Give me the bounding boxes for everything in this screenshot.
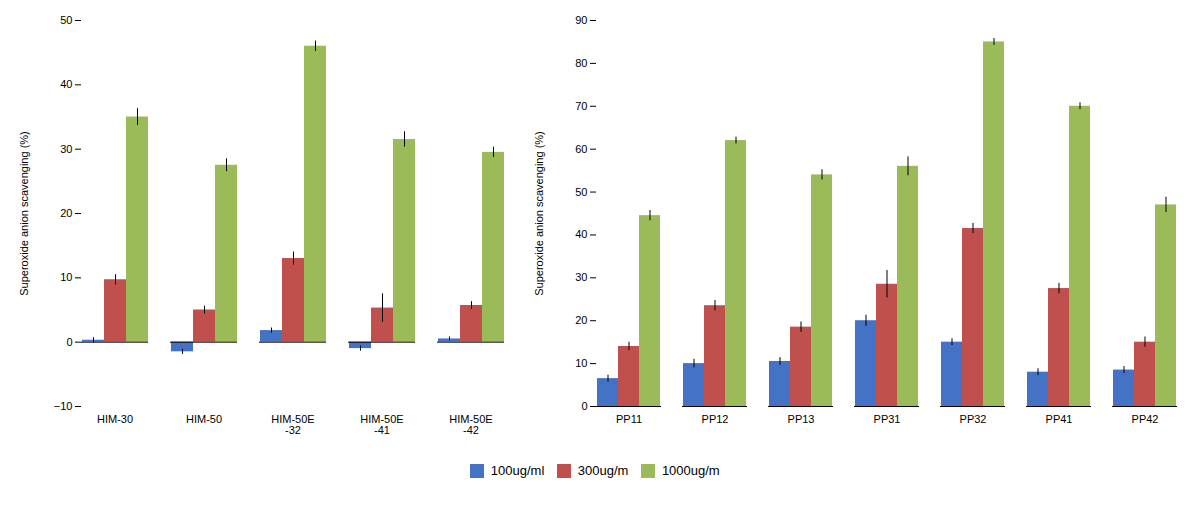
svg-text:HIM-30: HIM-30 [96,413,132,425]
svg-text:Superoxide anion scavenging (%: Superoxide anion scavenging (%) [533,131,545,296]
svg-text:HIM-50: HIM-50 [185,413,221,425]
svg-text:30: 30 [60,143,72,155]
html-text:100ug/ml: 100ug/ml [490,463,545,478]
svg-text:0: 0 [581,400,587,412]
html-text:1000ug/m: 1000ug/m [661,463,720,478]
svg-text:PP31: PP31 [873,413,900,425]
svg-text:30: 30 [575,271,587,283]
svg-text:50: 50 [60,14,72,26]
svg-text:PP41: PP41 [1045,413,1072,425]
svg-text:20: 20 [60,207,72,219]
svg-text:70: 70 [575,100,587,112]
svg-text:HIM-50E-42: HIM-50E-42 [449,413,492,436]
svg-text:PP42: PP42 [1131,413,1158,425]
svg-text:10: 10 [60,271,72,283]
svg-text:10: 10 [575,357,587,369]
svg-text:20: 20 [575,314,587,326]
svg-text:60: 60 [575,143,587,155]
svg-text:0: 0 [66,336,72,348]
html-text:300ug/m: 300ug/m [577,463,629,478]
svg-text:80: 80 [575,57,587,69]
svg-text:Superoxide anion scavenging (%: Superoxide anion scavenging (%) [18,131,30,296]
svg-text:PP32: PP32 [959,413,986,425]
svg-text:PP11: PP11 [615,413,641,425]
svg-text:−10: −10 [53,400,72,412]
svg-text:50: 50 [575,186,587,198]
svg-text:HIM-50E-41: HIM-50E-41 [360,413,403,436]
svg-text:40: 40 [60,78,72,90]
svg-text:HIM-50E-32: HIM-50E-32 [271,413,314,436]
svg-text:PP13: PP13 [787,413,814,425]
svg-text:40: 40 [575,228,587,240]
svg-text:PP12: PP12 [701,413,728,425]
svg-text:90: 90 [575,14,587,26]
